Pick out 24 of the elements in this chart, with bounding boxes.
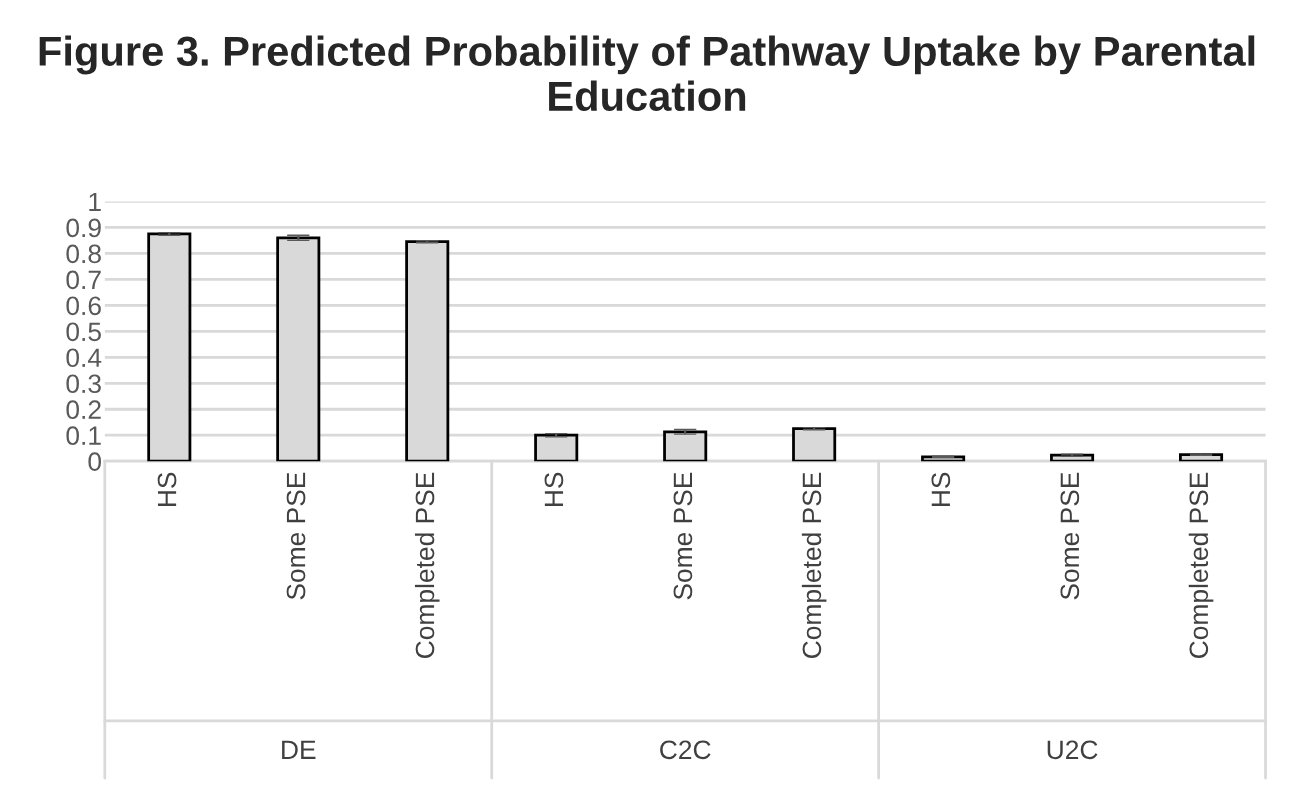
text: C2C xyxy=(660,740,711,760)
y-tick-label: 0.4 xyxy=(66,348,102,368)
y-tick-label: 0.5 xyxy=(66,322,101,342)
text: DE xyxy=(282,740,316,759)
y-tick-label: 0.3 xyxy=(66,374,101,394)
x-tick-label: Some PSE xyxy=(1060,472,1080,600)
x-tick-label: Some PSE xyxy=(673,472,693,600)
y-tick-label: 0.6 xyxy=(66,296,101,316)
text: U2C xyxy=(1047,740,1098,760)
y-tick-label: 0 xyxy=(88,452,102,471)
x-tick-label: Completed PSE xyxy=(801,472,827,658)
y-tick-label: 0.9 xyxy=(66,218,101,238)
x-tick-label: HS xyxy=(931,472,951,507)
x-tick-label: Some PSE xyxy=(286,472,306,600)
y-tick-label: 0.1 xyxy=(66,426,101,446)
x-tick-label: Completed PSE xyxy=(1188,472,1214,658)
chart-title: Figure 3. Predicted Probability of Pathway Uptake by Parental Education xyxy=(39,35,1255,112)
y-tick-label: 0.2 xyxy=(66,400,101,420)
x-tick-label: HS xyxy=(544,472,564,507)
y-tick-label: 0.8 xyxy=(66,244,101,264)
y-tick-label: 0.7 xyxy=(66,270,101,290)
y-tick-label: 1 xyxy=(89,192,101,212)
x-tick-label: HS xyxy=(157,472,177,507)
x-tick-label: Completed PSE xyxy=(414,472,440,658)
